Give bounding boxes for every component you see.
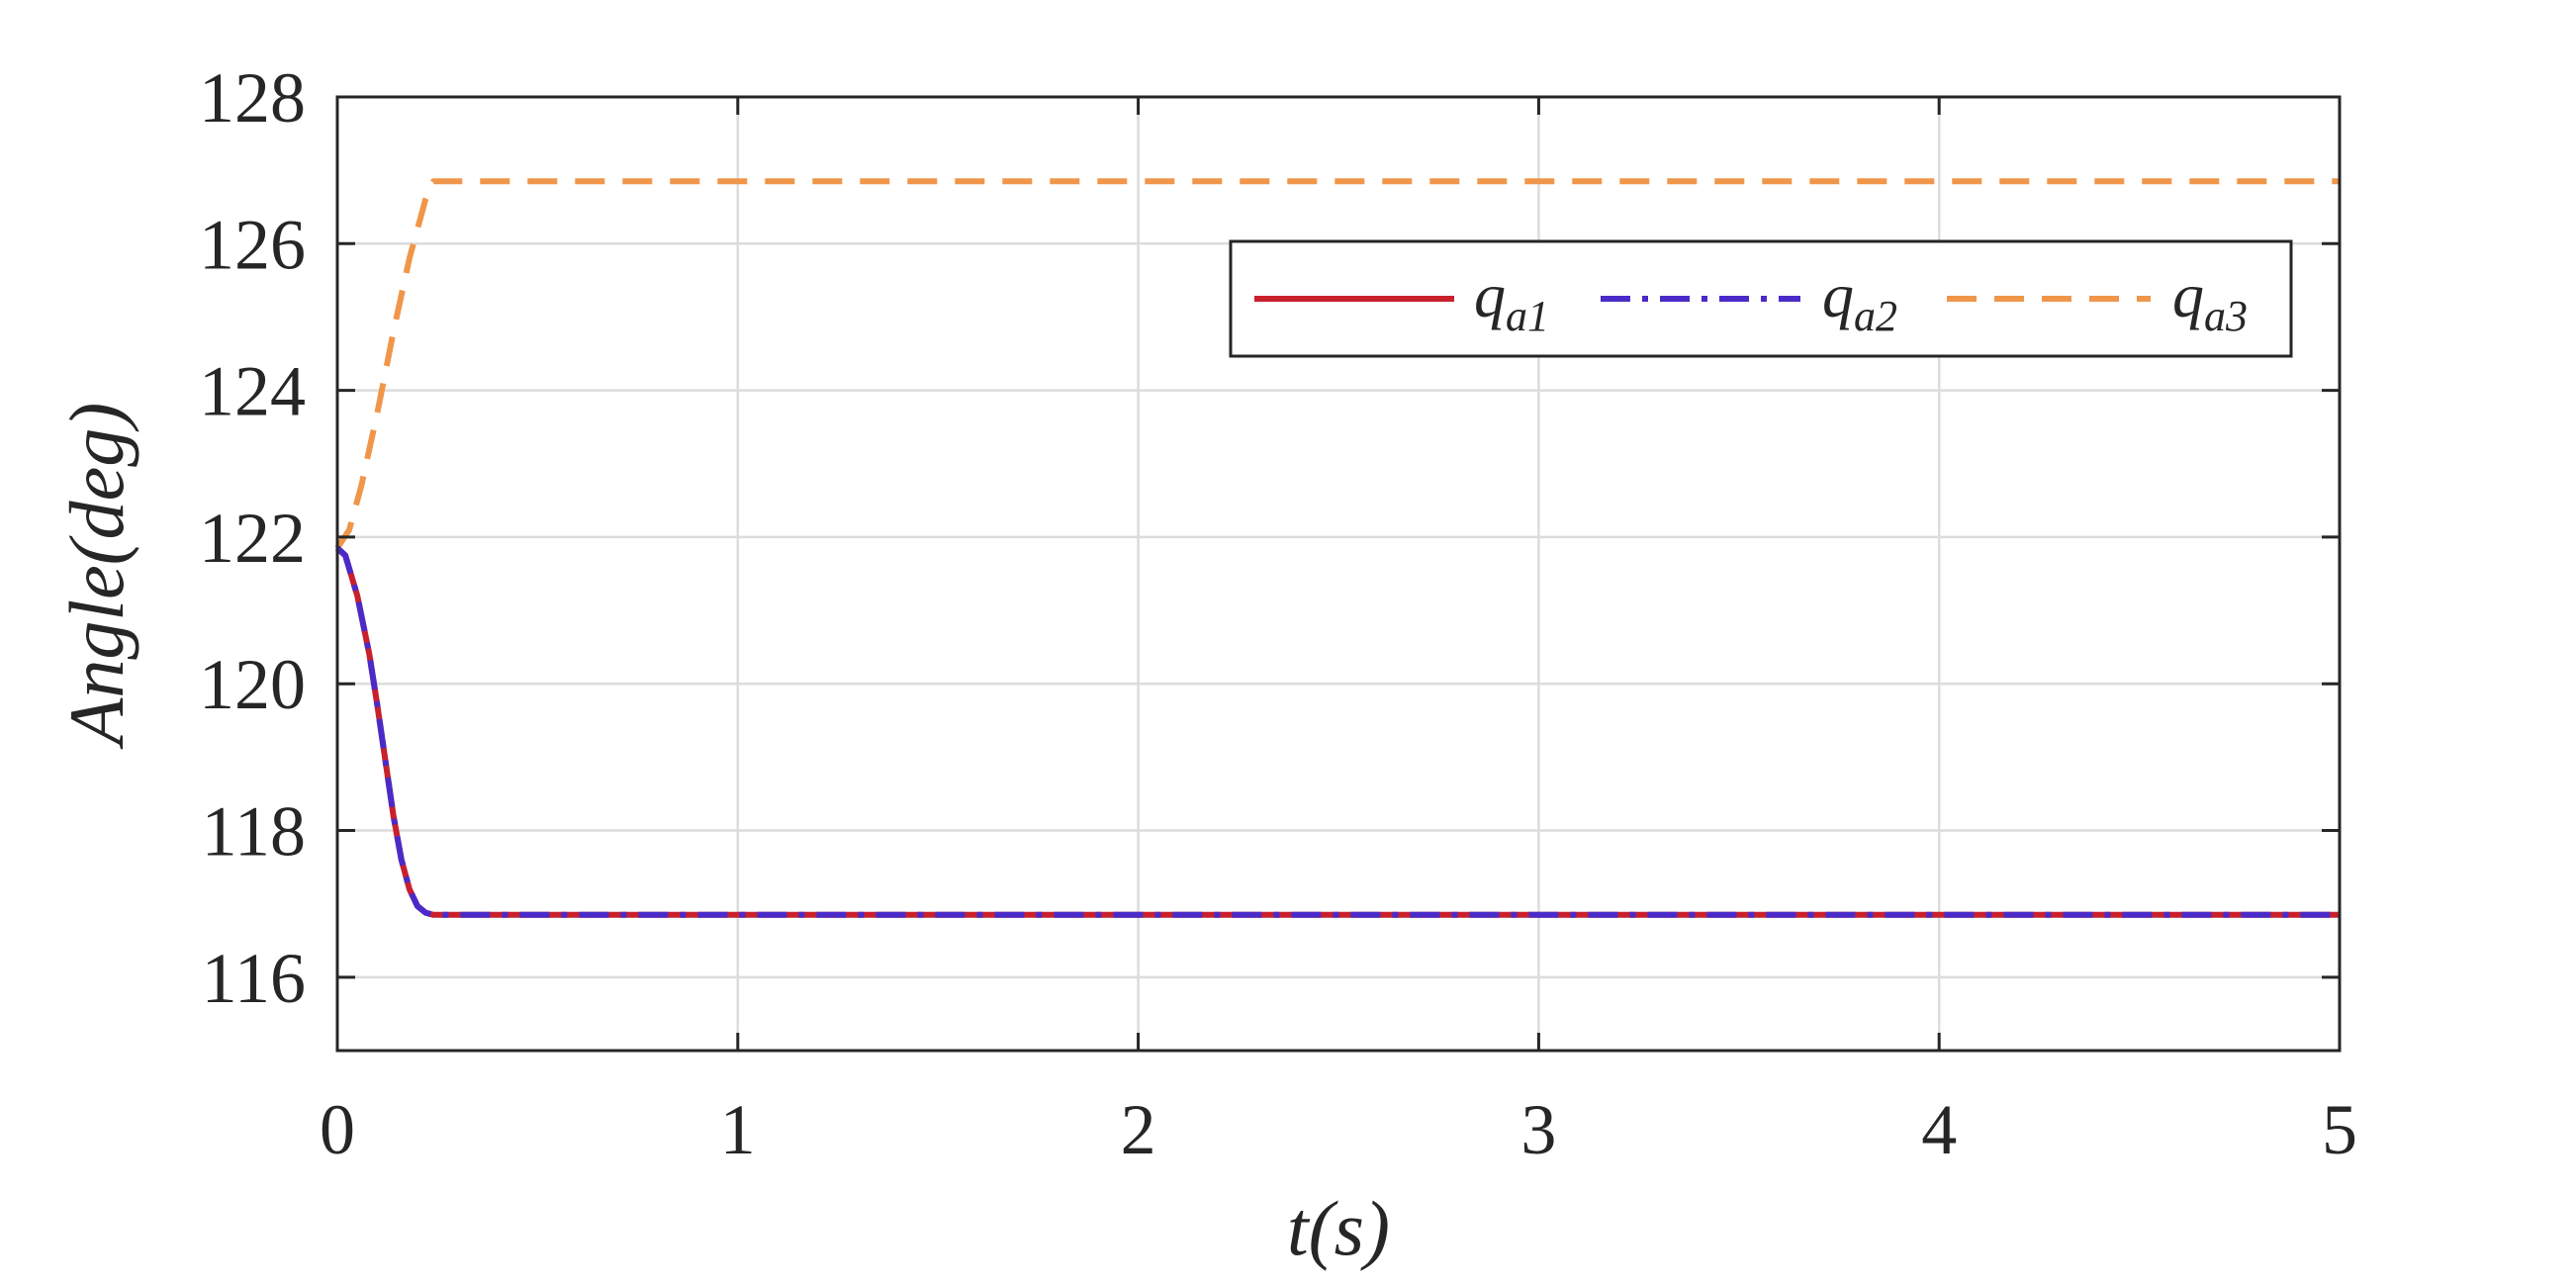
y-tick-label: 116 <box>202 939 306 1018</box>
legend: qa1 qa2 qa3 <box>1229 239 2293 358</box>
x-tick-label: 0 <box>320 1090 355 1169</box>
legend-label-subscript: a2 <box>1854 292 1897 340</box>
y-tick-label: 126 <box>199 205 306 284</box>
y-tick-label: 120 <box>199 645 306 724</box>
legend-label-subscript: a3 <box>2204 292 2248 340</box>
y-tick-label: 122 <box>199 499 306 578</box>
series-line-q-a3 <box>334 178 2340 550</box>
x-tick-label: 2 <box>1121 1090 1156 1169</box>
x-axis-label: t(s) <box>1287 1185 1390 1271</box>
tick-labels: 0 1 2 3 4 5 116 118 120 122 124 126 128 <box>199 58 2357 1169</box>
x-tick-label: 1 <box>720 1090 756 1169</box>
x-tick-label: 3 <box>1520 1090 1556 1169</box>
x-tick-label: 5 <box>2322 1090 2357 1169</box>
y-tick-label: 124 <box>199 352 306 431</box>
axis-ticks <box>335 95 2342 1051</box>
legend-label-q-a1: qa1 <box>1474 260 1549 340</box>
series-line-q-a1 <box>334 545 2340 918</box>
y-tick-label: 118 <box>202 792 306 872</box>
y-tick-label: 128 <box>199 58 306 138</box>
series-line-q-a2 <box>334 545 2340 918</box>
y-axis-label: Angle(deg) <box>53 403 139 751</box>
plot-frame <box>335 95 2342 1053</box>
plot-series <box>334 178 2340 918</box>
legend-label-subscript: a1 <box>1506 292 1549 340</box>
x-tick-label: 4 <box>1921 1090 1957 1169</box>
